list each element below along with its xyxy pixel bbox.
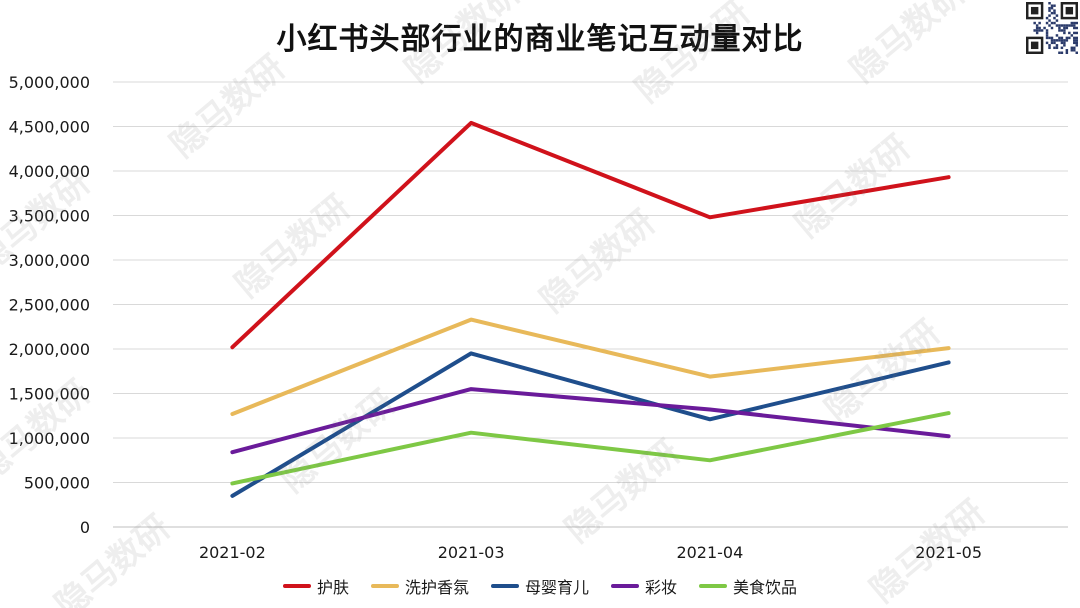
x-tick-label: 2021-03 (438, 543, 505, 562)
y-tick-label: 2,000,000 (9, 340, 90, 359)
legend-swatch (370, 584, 399, 588)
qr-code-icon (1026, 2, 1078, 54)
legend-item: 美食饮品 (699, 574, 797, 598)
legend-swatch (611, 584, 639, 588)
legend: 护肤 洗护香氛 母婴育儿 彩妆 美食饮品 (0, 574, 1080, 598)
x-tick-label: 2021-04 (676, 543, 743, 562)
x-tick-label: 2021-05 (915, 543, 982, 562)
y-tick-label: 2,500,000 (9, 296, 90, 315)
y-tick-label: 4,500,000 (9, 118, 90, 137)
series-lines (230, 120, 951, 498)
legend-item: 母婴育儿 (490, 574, 589, 598)
legend-swatch (699, 584, 728, 588)
legend-swatch (490, 584, 519, 588)
watermark-text: 隐马数研 (843, 0, 973, 91)
y-tick-label: 4,000,000 (9, 162, 90, 181)
watermark-text: 隐马数研 (628, 0, 758, 111)
series-line-4 (230, 387, 951, 455)
watermark-text: 隐马数研 (163, 48, 293, 166)
y-tick-label: 500,000 (24, 474, 90, 493)
watermark-text: 隐马数研 (818, 313, 948, 431)
gridlines (113, 81, 1068, 528)
legend-label: 护肤 (316, 578, 349, 597)
chart-title: 小红书头部行业的商业笔记互动量对比 (276, 22, 804, 57)
legend-item: 彩妆 (611, 574, 677, 598)
y-tick-label: 1,000,000 (9, 429, 90, 448)
x-tick-label: 2021-02 (199, 543, 266, 562)
watermark-text: 隐马数研 (398, 0, 528, 91)
legend-label: 美食饮品 (733, 578, 798, 597)
series-line-3 (230, 351, 951, 498)
y-tick-label: 3,500,000 (9, 207, 90, 226)
legend-swatch (282, 584, 311, 588)
y-tick-label: 0 (80, 518, 90, 537)
watermark-text: 隐马数研 (533, 203, 663, 321)
series-line-5 (230, 411, 951, 486)
series-line-1 (230, 120, 951, 350)
y-axis-tick-labels: 0 500,000 1,000,000 1,500,000 2,000,000 2,500… (9, 73, 90, 537)
legend-item: 护肤 (282, 574, 349, 598)
y-tick-label: 3,000,000 (9, 251, 90, 270)
legend-label: 彩妆 (645, 578, 678, 597)
y-tick-label: 1,500,000 (9, 385, 90, 404)
series-line-2 (230, 317, 951, 416)
legend-label: 母婴育儿 (524, 578, 589, 597)
legend-label: 洗护香氛 (404, 578, 469, 597)
legend-item: 洗护香氛 (370, 574, 469, 598)
x-axis-tick-labels: 2021-02 2021-03 2021-04 2021-05 (199, 543, 982, 562)
y-tick-label: 5,000,000 (9, 73, 90, 92)
